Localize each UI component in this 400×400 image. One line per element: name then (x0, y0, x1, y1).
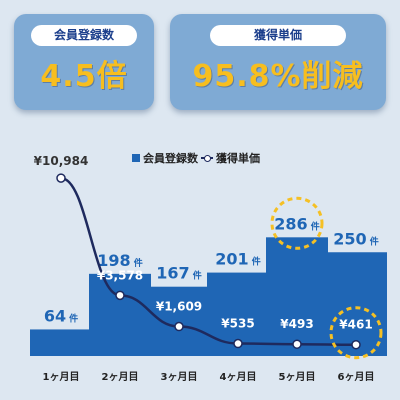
registrations-stat-label: 会員登録数 (31, 25, 137, 46)
bar-value-label: 201 件 (215, 250, 260, 269)
bar-value-label: 198 件 (97, 251, 142, 270)
bar-legend-swatch (132, 154, 140, 162)
category-label: 2ヶ月目 (102, 371, 139, 383)
bar-value-label: 64 件 (44, 306, 78, 325)
chart-legend: 会員登録数 獲得単価 (132, 150, 260, 166)
line-value-label: ¥493 (280, 317, 313, 331)
registrations-stat-value: 4.5倍 (40, 59, 128, 94)
category-label: 4ヶ月目 (220, 371, 257, 383)
line-value-label: ¥1,609 (156, 300, 202, 314)
bar-legend-label: 会員登録数 (143, 152, 198, 165)
acquisition-cost-stat-card: 獲得単価 95.8%削減 (170, 14, 386, 110)
line-point (56, 173, 66, 183)
line-value-label: ¥461 (339, 318, 372, 332)
registrations-stat-card: 会員登録数 4.5倍 (14, 14, 154, 110)
line-point (115, 290, 125, 301)
highlight-circle (270, 196, 324, 250)
bar (30, 329, 92, 356)
category-label: 3ヶ月目 (161, 371, 198, 383)
bar (325, 252, 387, 356)
line-point (292, 339, 302, 349)
category-label: 1ヶ月目 (43, 371, 80, 383)
bar (89, 273, 151, 356)
line-value-label: ¥535 (221, 317, 254, 331)
category-label: 5ヶ月目 (279, 371, 316, 383)
line-legend-swatch (201, 154, 213, 162)
line-value-label: ¥10,984 (34, 154, 89, 168)
bar-value-label: 250 件 (333, 229, 378, 248)
acquisition-cost-stat-value: 95.8%削減 (192, 59, 364, 94)
line-point (351, 339, 361, 350)
highlight-circle (329, 306, 383, 360)
category-label: 6ヶ月目 (338, 371, 375, 383)
bar (148, 286, 210, 356)
bar-value-label: 167 件 (156, 264, 201, 283)
line-legend-label: 獲得単価 (216, 152, 260, 165)
line-point (174, 321, 184, 332)
bar (266, 237, 328, 356)
line-point (233, 338, 243, 349)
acquisition-cost-stat-label: 獲得単価 (210, 25, 346, 46)
line-value-label: ¥3,578 (97, 268, 143, 282)
bar-value-label: 286 件 (274, 214, 319, 233)
